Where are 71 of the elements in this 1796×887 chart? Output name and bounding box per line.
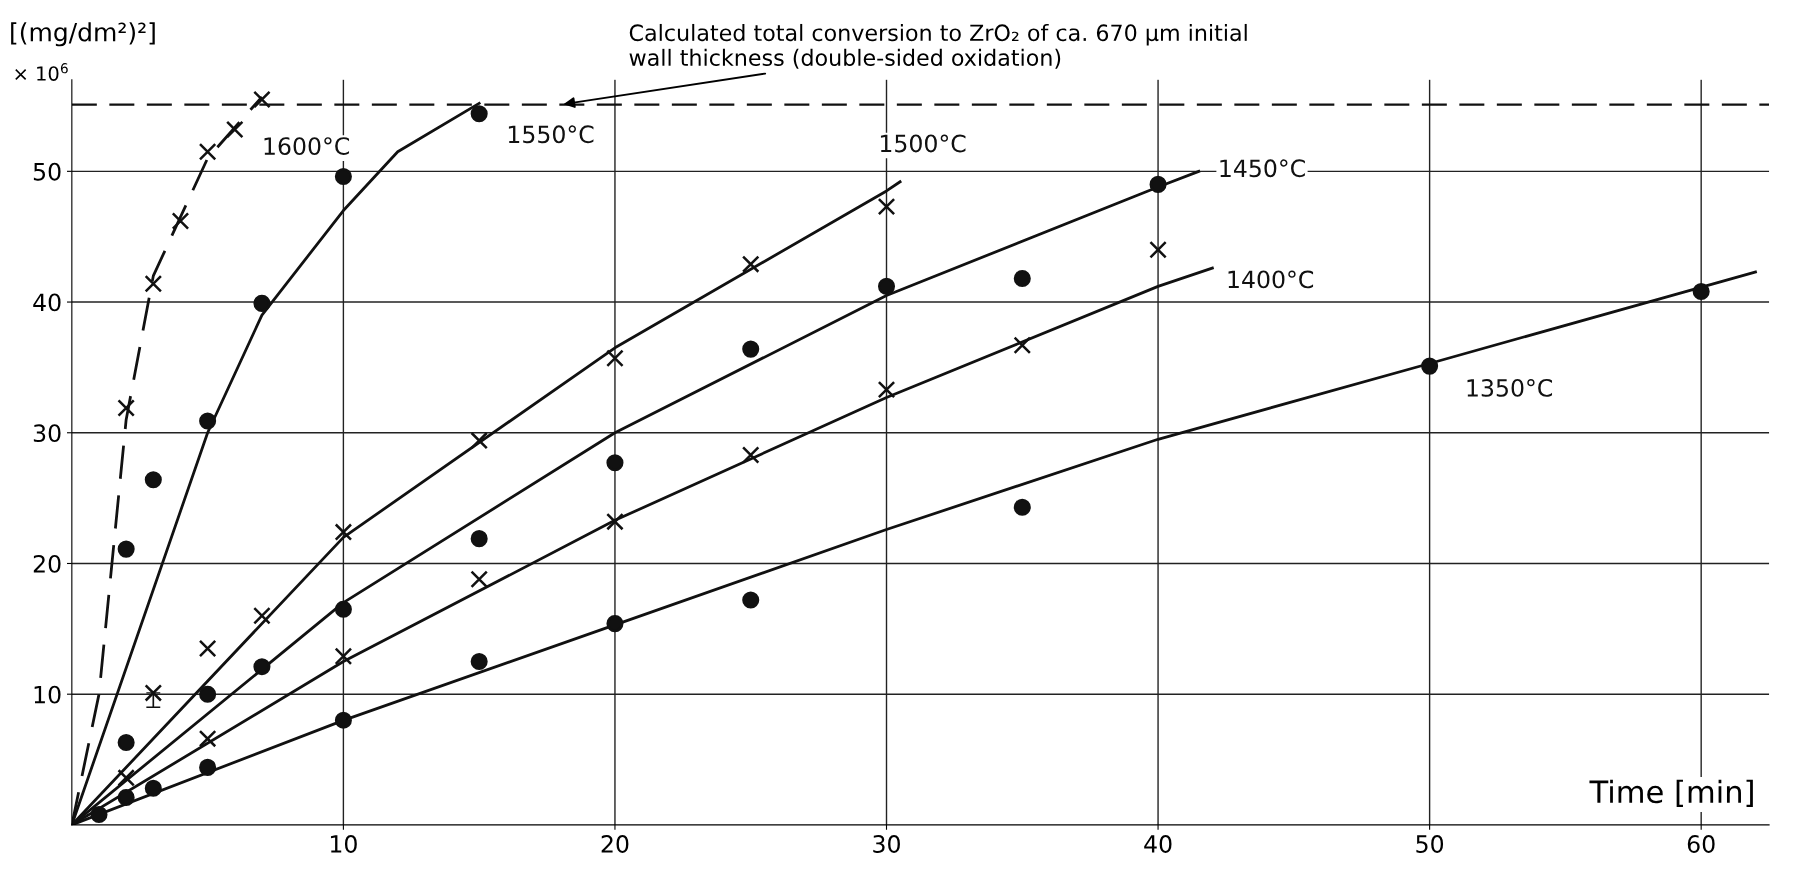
point — [334, 711, 352, 729]
x-tick-label: 30 — [873, 835, 900, 853]
point — [253, 658, 271, 676]
point — [334, 647, 353, 666]
series-label: 1500°C — [880, 134, 966, 153]
y-tick-label: 50 — [33, 162, 61, 181]
y-tick-label: 10 — [34, 685, 61, 704]
point — [117, 734, 135, 752]
point — [144, 471, 162, 489]
y-tick-label: 30 — [33, 424, 61, 443]
x-tick-label: 60 — [1687, 835, 1715, 853]
point — [171, 212, 190, 230]
point — [1013, 336, 1032, 355]
point — [198, 639, 217, 658]
point — [144, 779, 162, 797]
point — [117, 399, 136, 417]
point — [742, 340, 760, 358]
y-tick-label: 40 — [33, 293, 61, 312]
point — [199, 758, 217, 776]
point — [877, 197, 896, 216]
point — [606, 512, 624, 531]
point — [144, 274, 163, 293]
point — [470, 652, 488, 671]
point — [1149, 240, 1167, 259]
point — [199, 412, 217, 430]
point — [606, 454, 624, 472]
point — [606, 615, 624, 633]
point — [253, 294, 271, 312]
point — [1692, 283, 1710, 301]
point — [877, 380, 896, 399]
text: 1400°C — [1228, 270, 1314, 289]
point — [470, 431, 489, 450]
point — [225, 120, 244, 139]
point — [334, 523, 353, 541]
point — [90, 805, 108, 823]
point — [117, 769, 136, 787]
point — [117, 788, 135, 806]
y-axis-title: [(mg/dm²)²] — [11, 22, 155, 47]
point — [606, 349, 624, 368]
x-tick-label: 20 — [601, 835, 629, 853]
y-tick-label: 20 — [33, 554, 61, 573]
series-label: 1550°C — [508, 125, 594, 144]
x-axis-title: Time [min] — [1589, 779, 1753, 807]
point — [1149, 175, 1167, 193]
point — [877, 277, 896, 295]
point — [198, 729, 217, 748]
point — [199, 685, 217, 703]
x-tick-label: 10 — [330, 835, 357, 853]
point — [253, 606, 271, 625]
text: × 10$^{6}$ — [15, 63, 68, 81]
point — [470, 570, 489, 589]
point — [741, 446, 760, 464]
point — [470, 530, 488, 548]
text: 1450°C — [1220, 159, 1305, 178]
point — [334, 168, 352, 186]
series-label: 1350°C — [1467, 378, 1553, 397]
point — [253, 90, 271, 109]
point — [470, 105, 488, 123]
point — [741, 255, 760, 273]
point — [1421, 357, 1439, 375]
x-tick-label: 40 — [1144, 835, 1172, 853]
point — [1013, 498, 1031, 516]
point — [198, 142, 217, 161]
point — [1013, 269, 1031, 288]
x-tick-label: 50 — [1416, 835, 1444, 853]
point — [117, 540, 135, 558]
point — [334, 600, 352, 618]
series-label: 1600°C — [264, 137, 350, 155]
point — [144, 684, 163, 702]
point — [742, 591, 760, 609]
annotation: Calculated total conversion to ZrO₂ of ca. 670 µm initial wall thickness (double-sided oxidation) — [629, 23, 1247, 69]
